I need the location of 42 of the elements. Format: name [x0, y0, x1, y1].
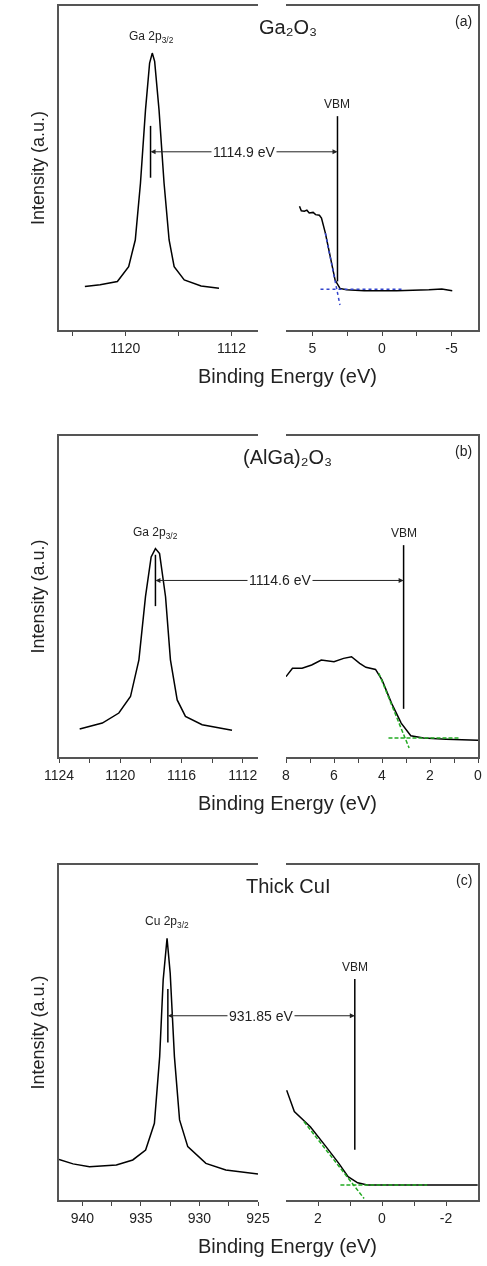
x-tick-label: 1124 [43, 766, 75, 783]
chart-title: Ga₂O₃ [259, 16, 318, 38]
text: (c) [456, 872, 473, 888]
x-tick-label: 4 [378, 766, 387, 783]
x-tick-label: -5 [445, 339, 459, 356]
annotation: 1114.6 eV [249, 572, 312, 588]
chart-title: Thick CuI [246, 875, 331, 897]
y-axis-title: Intensity (a.u.) [27, 110, 48, 226]
annotation: 931.85 eV [229, 1008, 294, 1024]
x-tick-label: 8 [282, 766, 291, 783]
x-tick-label: 5 [308, 339, 317, 356]
x-tick-label: 1116 [166, 766, 197, 783]
x-tick-label: 0 [474, 766, 483, 783]
ref-line-label: VBM [324, 97, 351, 111]
x-tick-label: 940 [70, 1209, 95, 1226]
x-tick-label: 2 [426, 766, 435, 783]
x-tick-label: 1112 [228, 766, 258, 783]
ref-line-label: VBM [391, 526, 418, 540]
text: (a) [455, 13, 473, 29]
x-axis-title: Binding Energy (eV) [198, 365, 377, 387]
x-tick-label: 0 [378, 339, 387, 356]
x-tick-label: 2 [314, 1209, 323, 1226]
annotation: Ga 2p$_{3/2}$ [129, 29, 174, 45]
x-tick-label: 925 [246, 1209, 270, 1226]
x-tick-label: 1112 [216, 339, 247, 356]
x-axis-title: Binding Energy (eV) [198, 792, 377, 814]
x-tick-label: -2 [439, 1209, 453, 1226]
x-tick-label: 935 [129, 1209, 153, 1226]
text: (b) [455, 443, 473, 459]
x-tick-label: 930 [187, 1209, 212, 1226]
x-axis-title: Binding Energy (eV) [198, 1235, 377, 1257]
x-tick-label: 0 [378, 1209, 387, 1226]
chart-title: (AlGa)₂O₃ [243, 446, 333, 468]
x-tick-label: 1120 [110, 339, 141, 356]
y-axis-title: Intensity (a.u.) [27, 975, 48, 1090]
annotation: Cu 2p$_{3/2}$ [145, 914, 190, 930]
x-tick-label: 6 [330, 766, 339, 783]
x-tick-label: 1120 [105, 766, 136, 783]
annotation: Ga 2p$_{3/2}$ [133, 525, 178, 541]
annotation: 1114.9 eV [213, 144, 276, 160]
ref-line-label: VBM [342, 960, 369, 974]
y-axis-title: Intensity (a.u.) [27, 539, 48, 654]
